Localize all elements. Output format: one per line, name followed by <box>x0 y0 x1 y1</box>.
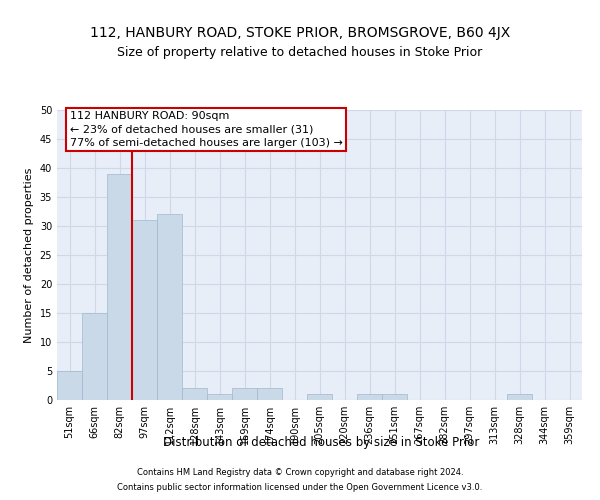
Bar <box>257 388 282 400</box>
Bar <box>107 174 132 400</box>
Text: Contains public sector information licensed under the Open Government Licence v3: Contains public sector information licen… <box>118 483 482 492</box>
Bar <box>182 388 207 400</box>
Text: Contains HM Land Registry data © Crown copyright and database right 2024.: Contains HM Land Registry data © Crown c… <box>137 468 463 477</box>
Bar <box>157 214 182 400</box>
Y-axis label: Number of detached properties: Number of detached properties <box>24 168 34 342</box>
Bar <box>82 313 107 400</box>
Text: Size of property relative to detached houses in Stoke Prior: Size of property relative to detached ho… <box>118 46 482 59</box>
Bar <box>232 388 257 400</box>
Text: 112, HANBURY ROAD, STOKE PRIOR, BROMSGROVE, B60 4JX: 112, HANBURY ROAD, STOKE PRIOR, BROMSGRO… <box>90 26 510 40</box>
Bar <box>57 371 82 400</box>
Bar <box>132 220 157 400</box>
Bar <box>307 394 332 400</box>
Bar <box>507 394 532 400</box>
Text: 112 HANBURY ROAD: 90sqm
← 23% of detached houses are smaller (31)
77% of semi-de: 112 HANBURY ROAD: 90sqm ← 23% of detache… <box>70 111 343 148</box>
Bar <box>357 394 382 400</box>
Bar <box>382 394 407 400</box>
Bar <box>207 394 232 400</box>
Text: Distribution of detached houses by size in Stoke Prior: Distribution of detached houses by size … <box>163 436 479 449</box>
